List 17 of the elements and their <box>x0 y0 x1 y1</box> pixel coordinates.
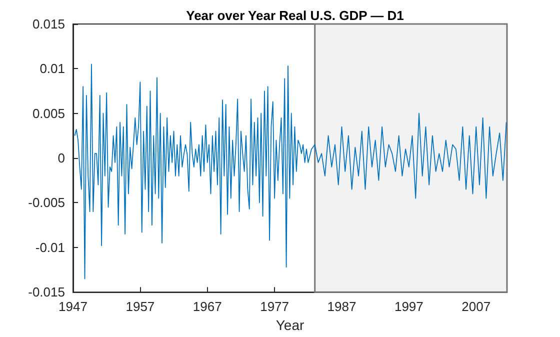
x-tick-label: 1977 <box>260 299 290 314</box>
y-tick-label: -0.005 <box>28 195 65 210</box>
y-tick-label: 0.01 <box>40 61 65 76</box>
chart-title: Year over Year Real U.S. GDP — D1 <box>186 8 404 23</box>
x-axis-title: Year <box>276 317 304 333</box>
y-tick-label: 0.005 <box>32 106 65 121</box>
x-tick-label: 2007 <box>462 299 491 314</box>
x-tick-label: 1997 <box>394 299 424 314</box>
line-series <box>74 64 507 280</box>
y-tick-label: 0.015 <box>32 16 65 32</box>
x-tick-label: 1967 <box>192 299 222 314</box>
y-tick-label: 0 <box>58 150 65 166</box>
y-tick-label: -0.015 <box>28 284 65 300</box>
x-tick-label: 1947 <box>58 299 88 314</box>
y-tick-label: -0.01 <box>35 240 65 255</box>
x-tick-label: 1987 <box>327 299 356 314</box>
x-tick-label: 1957 <box>126 299 155 314</box>
